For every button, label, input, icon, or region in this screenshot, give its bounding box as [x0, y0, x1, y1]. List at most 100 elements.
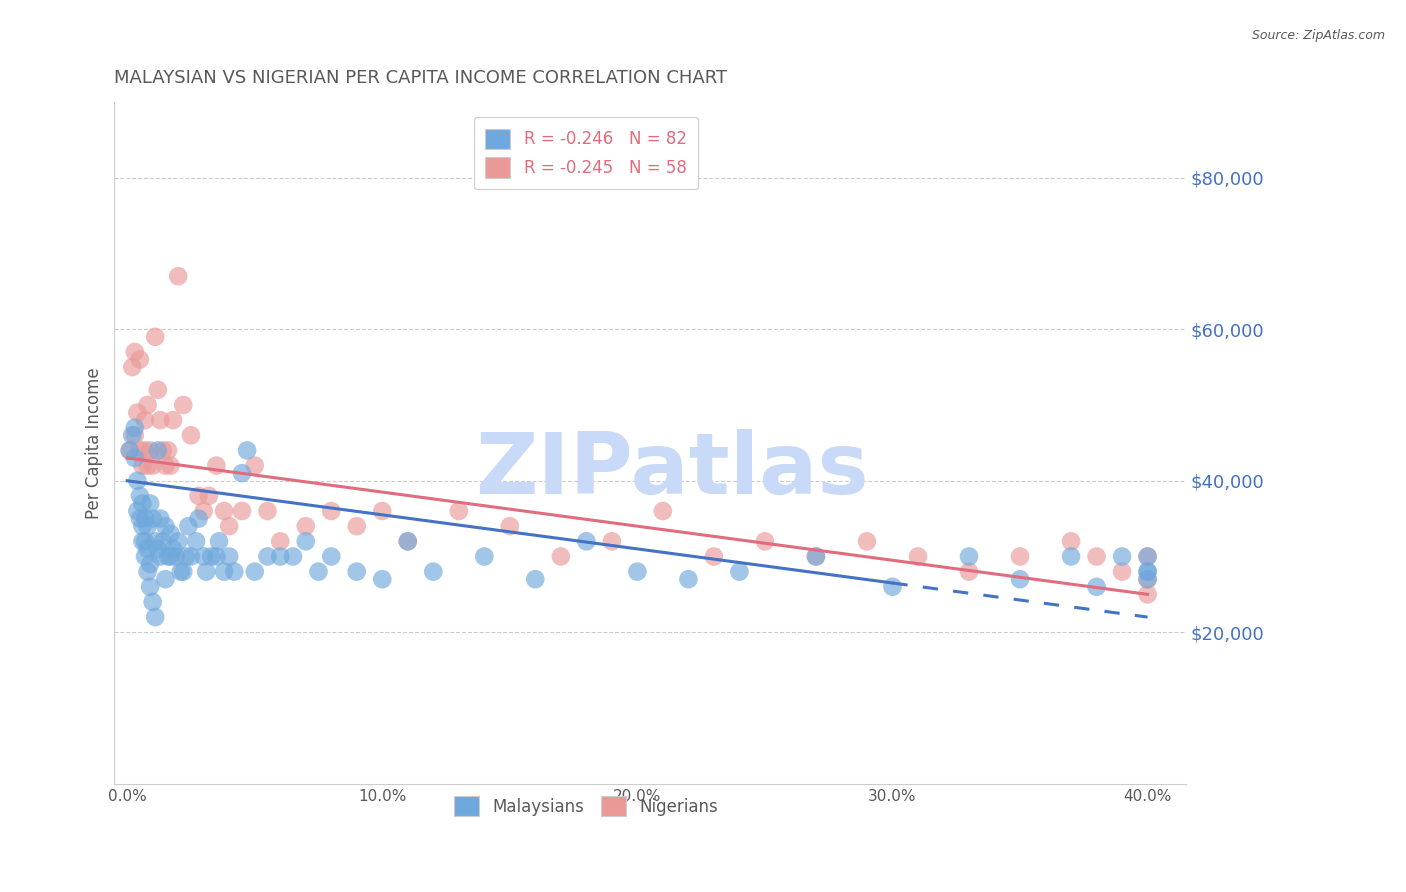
Point — [143, 610, 166, 624]
Point — [294, 519, 316, 533]
Point — [1136, 587, 1159, 601]
Text: ZIPatlas: ZIPatlas — [475, 429, 869, 512]
Point — [1136, 549, 1159, 564]
Point — [139, 557, 162, 571]
Point — [212, 565, 235, 579]
Point — [1136, 572, 1159, 586]
Point — [218, 519, 240, 533]
Point — [195, 565, 218, 579]
Point — [626, 565, 648, 579]
Point — [180, 428, 202, 442]
Point — [162, 413, 184, 427]
Point — [156, 443, 179, 458]
Point — [422, 565, 444, 579]
Point — [256, 504, 278, 518]
Point — [124, 420, 146, 434]
Point — [321, 549, 343, 564]
Point — [957, 565, 980, 579]
Point — [180, 549, 202, 564]
Point — [121, 360, 143, 375]
Point — [131, 496, 153, 510]
Point — [172, 565, 194, 579]
Point — [129, 443, 152, 458]
Point — [321, 504, 343, 518]
Point — [134, 443, 156, 458]
Point — [152, 534, 174, 549]
Point — [294, 534, 316, 549]
Point — [1008, 549, 1031, 564]
Point — [165, 549, 187, 564]
Point — [308, 565, 330, 579]
Point — [396, 534, 419, 549]
Point — [143, 330, 166, 344]
Point — [177, 519, 200, 533]
Text: MALAYSIAN VS NIGERIAN PER CAPITA INCOME CORRELATION CHART: MALAYSIAN VS NIGERIAN PER CAPITA INCOME … — [114, 69, 727, 87]
Y-axis label: Per Capita Income: Per Capita Income — [86, 367, 103, 518]
Text: Source: ZipAtlas.com: Source: ZipAtlas.com — [1251, 29, 1385, 42]
Point — [124, 450, 146, 465]
Point — [139, 443, 162, 458]
Point — [149, 511, 172, 525]
Point — [575, 534, 598, 549]
Point — [193, 504, 215, 518]
Point — [205, 458, 228, 473]
Point — [139, 496, 162, 510]
Point — [243, 565, 266, 579]
Point — [600, 534, 623, 549]
Point — [256, 549, 278, 564]
Point — [149, 549, 172, 564]
Point — [472, 549, 495, 564]
Point — [187, 511, 209, 525]
Point — [142, 595, 165, 609]
Point — [174, 549, 197, 564]
Point — [124, 428, 146, 442]
Point — [136, 565, 159, 579]
Point — [703, 549, 725, 564]
Point — [396, 534, 419, 549]
Point — [162, 541, 184, 556]
Point — [651, 504, 673, 518]
Point — [1111, 549, 1133, 564]
Point — [131, 519, 153, 533]
Point — [1136, 572, 1159, 586]
Point — [205, 549, 228, 564]
Point — [499, 519, 522, 533]
Point — [856, 534, 879, 549]
Point — [124, 345, 146, 359]
Point — [155, 458, 177, 473]
Point — [1085, 580, 1108, 594]
Point — [198, 489, 221, 503]
Point — [149, 413, 172, 427]
Point — [224, 565, 246, 579]
Point — [1060, 534, 1083, 549]
Point — [129, 489, 152, 503]
Point — [231, 466, 253, 480]
Point — [728, 565, 751, 579]
Point — [129, 511, 152, 525]
Legend: Malaysians, Nigerians: Malaysians, Nigerians — [447, 789, 724, 823]
Point — [159, 458, 181, 473]
Point — [212, 504, 235, 518]
Point — [131, 534, 153, 549]
Point — [142, 511, 165, 525]
Point — [524, 572, 547, 586]
Point — [754, 534, 776, 549]
Point — [129, 352, 152, 367]
Point — [170, 565, 193, 579]
Point — [957, 549, 980, 564]
Point — [136, 541, 159, 556]
Point — [136, 398, 159, 412]
Point — [371, 572, 394, 586]
Point — [1085, 549, 1108, 564]
Point — [1111, 565, 1133, 579]
Point — [167, 269, 190, 284]
Point — [882, 580, 904, 594]
Point — [208, 534, 231, 549]
Point — [193, 549, 215, 564]
Point — [134, 534, 156, 549]
Point — [159, 526, 181, 541]
Point — [142, 458, 165, 473]
Point — [218, 549, 240, 564]
Point — [155, 519, 177, 533]
Point — [146, 443, 169, 458]
